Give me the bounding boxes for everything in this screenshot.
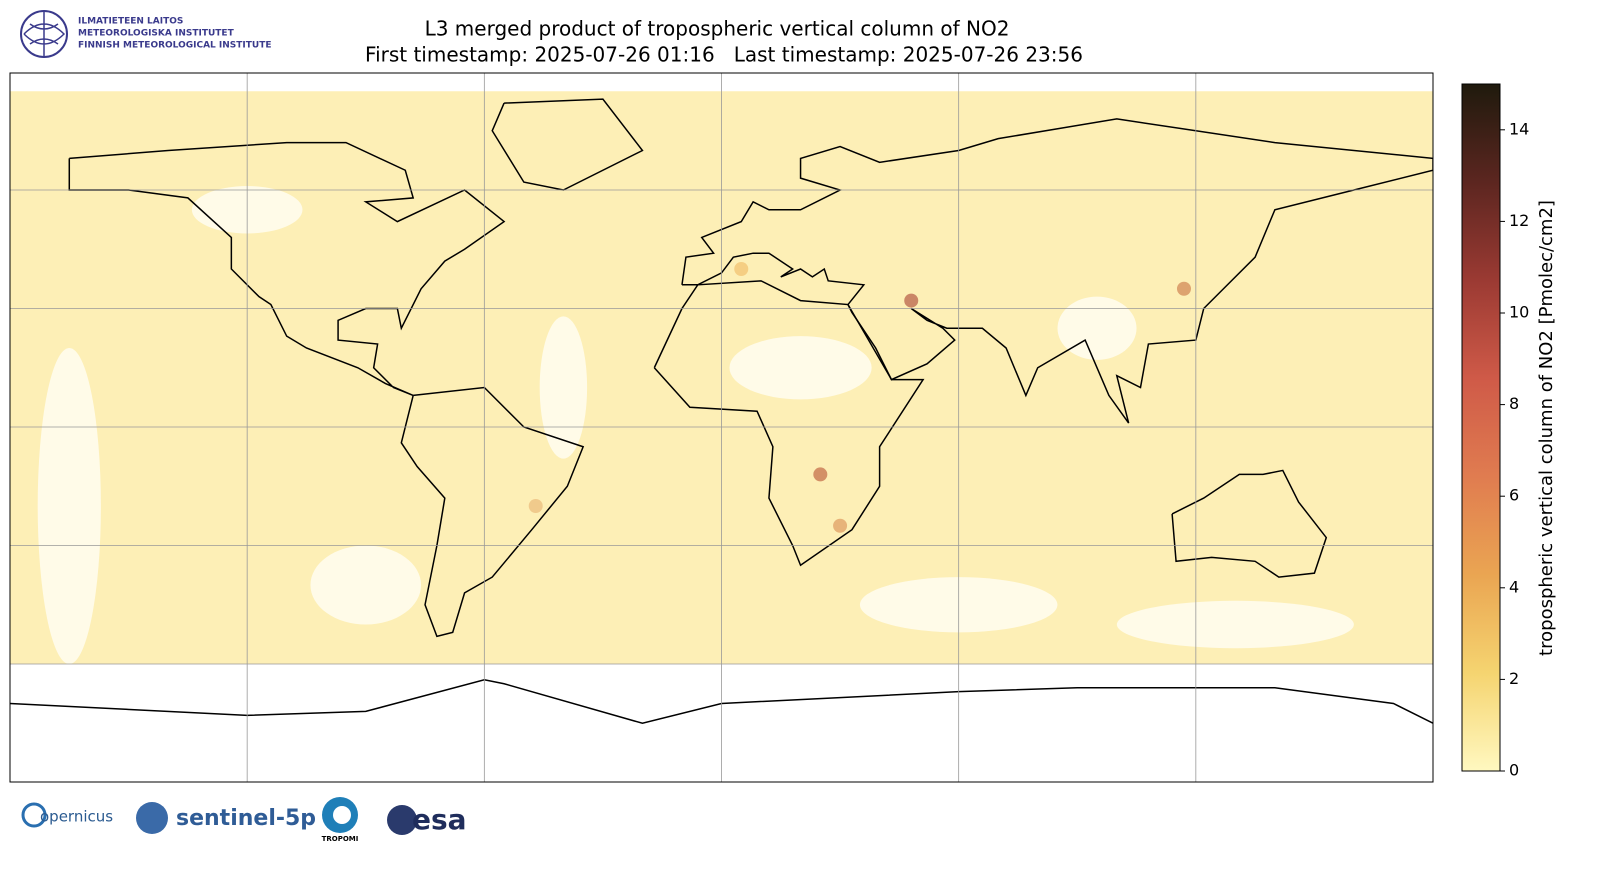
- partner-logos: opernicus sentinel-5p TROPOMI esa: [21, 797, 467, 843]
- logo-text: METEOROLOGISKA INSTITUTET: [78, 29, 235, 39]
- coastline: [1171, 469, 1328, 578]
- hotspot: [904, 293, 919, 308]
- cloud-gap: [1057, 296, 1137, 360]
- colorbar-tick-label: 2: [1509, 669, 1519, 688]
- hotspot: [528, 499, 543, 513]
- hotspot: [833, 518, 848, 533]
- logo-text: opernicus: [40, 808, 113, 826]
- coastline: [681, 118, 1433, 424]
- cloud-gap: [539, 316, 588, 459]
- logo-text: sentinel-5p: [176, 806, 316, 831]
- coastline: [68, 141, 506, 397]
- logo-text: FINNISH METEOROLOGICAL INSTITUTE: [78, 41, 272, 51]
- fmi-logo: ILMATIETEEN LAITOS METEOROLOGISKA INSTIT…: [20, 10, 272, 58]
- colorbar-tick-label: 10: [1509, 303, 1529, 322]
- cloud-gap: [1116, 600, 1354, 649]
- coastline: [10, 679, 1433, 725]
- map-frame: [9, 72, 1434, 783]
- colorbar-tick-label: 0: [1509, 761, 1519, 780]
- colorbar-tick-label: 6: [1509, 486, 1519, 505]
- colorbar-tick-label: 8: [1509, 394, 1519, 413]
- cloud-gap: [37, 348, 101, 664]
- logo-text: ILMATIETEEN LAITOS: [78, 17, 183, 27]
- logo-text: esa: [412, 803, 467, 836]
- colorbar: [1461, 83, 1501, 772]
- hotspot: [734, 262, 749, 276]
- logo-text: TROPOMI: [322, 835, 359, 843]
- cloud-gap: [729, 336, 872, 400]
- colorbar-tick-label: 12: [1509, 211, 1529, 230]
- subtitle: First timestamp: 2025-07-26 01:16 Last t…: [365, 43, 1083, 67]
- colorbar-tick-label: 14: [1509, 119, 1529, 138]
- title: L3 merged product of tropospheric vertic…: [425, 17, 1010, 41]
- hotspot: [1176, 281, 1191, 296]
- coastline: [653, 280, 925, 567]
- colorbar-tick-label: 4: [1509, 577, 1519, 596]
- cloud-gap: [310, 545, 422, 625]
- map: [10, 73, 1433, 782]
- colorbar-label: tropospheric vertical column of NO2 [Pmo…: [1536, 200, 1557, 656]
- hotspot: [813, 467, 828, 482]
- coastline: [400, 386, 585, 638]
